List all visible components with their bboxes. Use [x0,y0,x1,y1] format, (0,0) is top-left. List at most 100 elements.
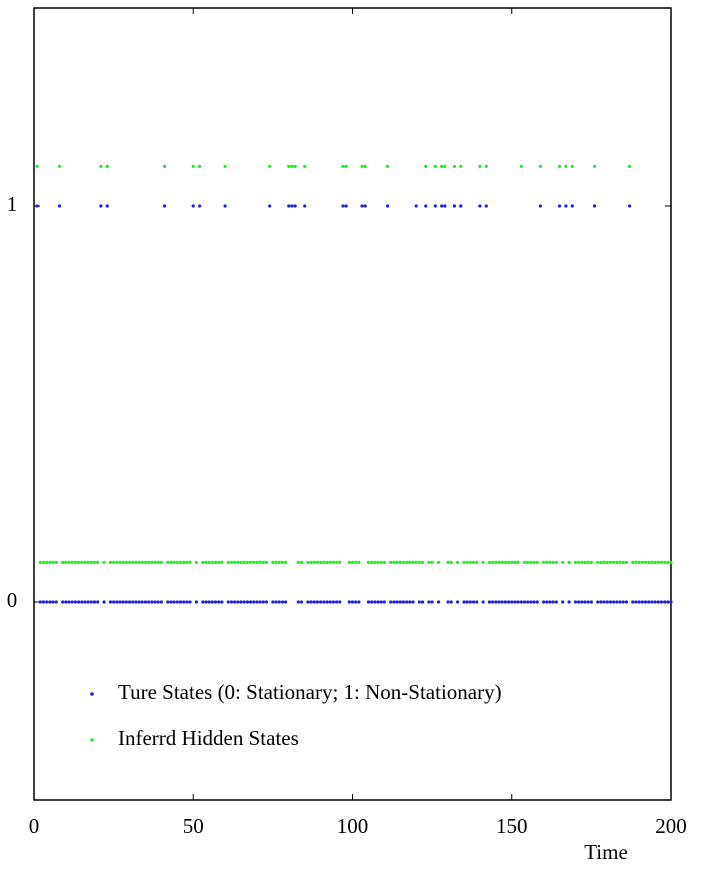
point [592,164,597,168]
point [471,600,476,604]
point [290,204,294,208]
point [57,204,62,208]
point [328,600,332,604]
point [637,600,641,604]
point [89,560,93,565]
point [54,560,58,565]
point [433,204,437,208]
point [666,600,670,604]
point [150,560,154,565]
point [175,560,179,565]
point [443,204,447,208]
point [201,560,205,565]
point [411,600,415,604]
point [634,600,638,604]
point [201,600,205,604]
point [357,600,361,604]
point [102,600,106,604]
point [229,600,234,604]
point [586,560,590,565]
point [287,204,291,208]
point [41,560,46,565]
point [433,164,437,168]
point [627,204,632,208]
x-axis-label: Time [584,840,628,864]
point [217,600,221,604]
point [83,560,87,565]
point [462,600,466,604]
point [99,164,103,168]
point [220,600,224,604]
point [567,600,571,604]
point [398,600,402,604]
point [666,560,670,565]
point [557,164,562,168]
point [548,600,552,604]
point [213,600,218,604]
point [615,600,619,604]
point [605,600,609,604]
point [296,600,300,604]
point [580,600,584,604]
point [392,560,396,565]
point [382,600,386,604]
point [284,560,288,565]
point [274,560,278,565]
point [497,600,501,604]
point [67,560,71,565]
point [592,204,597,208]
legend-label: Ture States (0: Stationary; 1: Non-Stati… [118,680,502,704]
point [334,600,339,604]
point [561,600,565,604]
point [669,560,673,565]
point [245,600,249,604]
point [602,600,606,604]
point [621,600,625,604]
point [331,560,335,565]
point [191,204,195,208]
legend-marker [90,692,94,696]
point [35,204,39,208]
point [315,560,320,565]
point [239,560,243,565]
point [188,600,192,604]
point [497,560,501,565]
point [284,600,288,604]
point [89,600,93,604]
point [449,560,453,565]
point [344,204,348,208]
point [424,204,428,208]
point [535,600,539,604]
point [608,600,613,604]
point [319,600,323,604]
point [38,560,42,565]
point [538,204,543,208]
point [481,600,485,604]
point [194,560,199,565]
point [296,560,300,565]
point [322,600,326,604]
point [554,600,558,604]
point [506,600,511,604]
point [73,560,78,565]
point [548,560,552,565]
point [631,600,635,604]
point [166,600,170,604]
point [354,600,358,604]
point [185,600,189,604]
point [293,164,297,168]
point [551,560,555,565]
point [76,560,81,565]
x-tick-label: 200 [655,814,687,838]
point [45,600,49,604]
point [86,600,90,604]
point [491,560,495,565]
point [96,600,100,604]
point [248,560,253,565]
point [471,560,476,565]
point [236,600,240,604]
point [213,560,218,565]
point [264,600,269,604]
point [185,560,189,565]
